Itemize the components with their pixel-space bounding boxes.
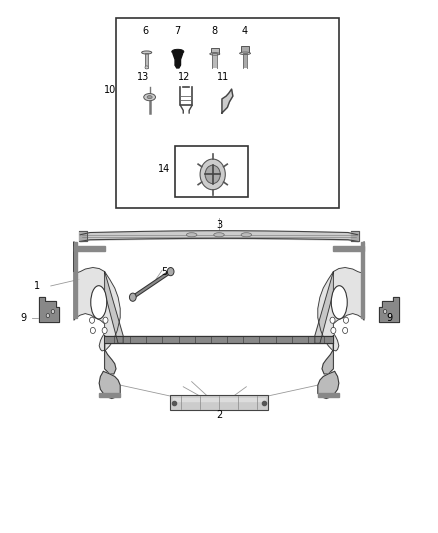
Bar bbox=[243, 53, 247, 68]
Circle shape bbox=[383, 310, 387, 313]
Polygon shape bbox=[318, 242, 364, 351]
FancyBboxPatch shape bbox=[170, 395, 268, 410]
Text: 2: 2 bbox=[216, 410, 222, 420]
Polygon shape bbox=[318, 393, 339, 397]
Text: 6: 6 bbox=[142, 26, 148, 36]
Polygon shape bbox=[379, 297, 399, 322]
Polygon shape bbox=[74, 246, 105, 251]
Bar bbox=[241, 46, 249, 53]
Circle shape bbox=[331, 327, 336, 334]
Polygon shape bbox=[315, 272, 333, 343]
Text: 4: 4 bbox=[241, 26, 247, 36]
Polygon shape bbox=[322, 336, 333, 374]
Text: 7: 7 bbox=[174, 26, 180, 36]
Ellipse shape bbox=[172, 50, 184, 54]
Ellipse shape bbox=[141, 51, 152, 54]
Text: 1: 1 bbox=[34, 281, 40, 291]
Text: 9: 9 bbox=[386, 313, 392, 322]
Text: 14: 14 bbox=[158, 164, 170, 174]
Bar bbox=[145, 53, 148, 68]
Circle shape bbox=[103, 317, 108, 324]
Polygon shape bbox=[105, 272, 123, 343]
Text: 5: 5 bbox=[161, 266, 167, 277]
Text: 10: 10 bbox=[103, 85, 116, 95]
Circle shape bbox=[51, 310, 55, 313]
Text: 3: 3 bbox=[216, 220, 222, 230]
Circle shape bbox=[89, 317, 95, 324]
Polygon shape bbox=[105, 336, 116, 374]
Polygon shape bbox=[222, 89, 233, 113]
Text: 9: 9 bbox=[21, 313, 27, 322]
Bar bbox=[116, 18, 339, 208]
Polygon shape bbox=[318, 372, 339, 399]
Polygon shape bbox=[99, 372, 120, 399]
Polygon shape bbox=[175, 65, 180, 68]
Ellipse shape bbox=[240, 52, 251, 54]
Circle shape bbox=[330, 317, 335, 324]
Polygon shape bbox=[361, 242, 364, 318]
Circle shape bbox=[102, 327, 107, 334]
Ellipse shape bbox=[145, 66, 148, 69]
Bar bbox=[212, 53, 217, 68]
Ellipse shape bbox=[210, 53, 220, 55]
Circle shape bbox=[46, 313, 49, 318]
Circle shape bbox=[130, 293, 136, 301]
Polygon shape bbox=[99, 393, 120, 397]
Ellipse shape bbox=[147, 95, 152, 99]
Text: 12: 12 bbox=[178, 72, 191, 82]
Circle shape bbox=[343, 327, 348, 334]
Circle shape bbox=[200, 159, 225, 190]
Ellipse shape bbox=[214, 233, 224, 237]
Polygon shape bbox=[39, 297, 59, 322]
Text: 8: 8 bbox=[212, 26, 218, 36]
Circle shape bbox=[90, 327, 95, 334]
Circle shape bbox=[389, 313, 392, 318]
Text: 11: 11 bbox=[217, 72, 230, 82]
Circle shape bbox=[205, 165, 220, 183]
Bar bbox=[175, 146, 248, 197]
Ellipse shape bbox=[91, 286, 107, 319]
Ellipse shape bbox=[187, 233, 197, 237]
Ellipse shape bbox=[331, 286, 347, 319]
Circle shape bbox=[167, 268, 174, 276]
Polygon shape bbox=[74, 242, 77, 318]
Polygon shape bbox=[333, 246, 364, 251]
Ellipse shape bbox=[144, 94, 155, 101]
Polygon shape bbox=[74, 242, 120, 351]
Polygon shape bbox=[173, 53, 183, 65]
Text: 13: 13 bbox=[137, 72, 149, 82]
Ellipse shape bbox=[241, 233, 251, 237]
Circle shape bbox=[343, 317, 349, 324]
Bar bbox=[211, 48, 219, 54]
